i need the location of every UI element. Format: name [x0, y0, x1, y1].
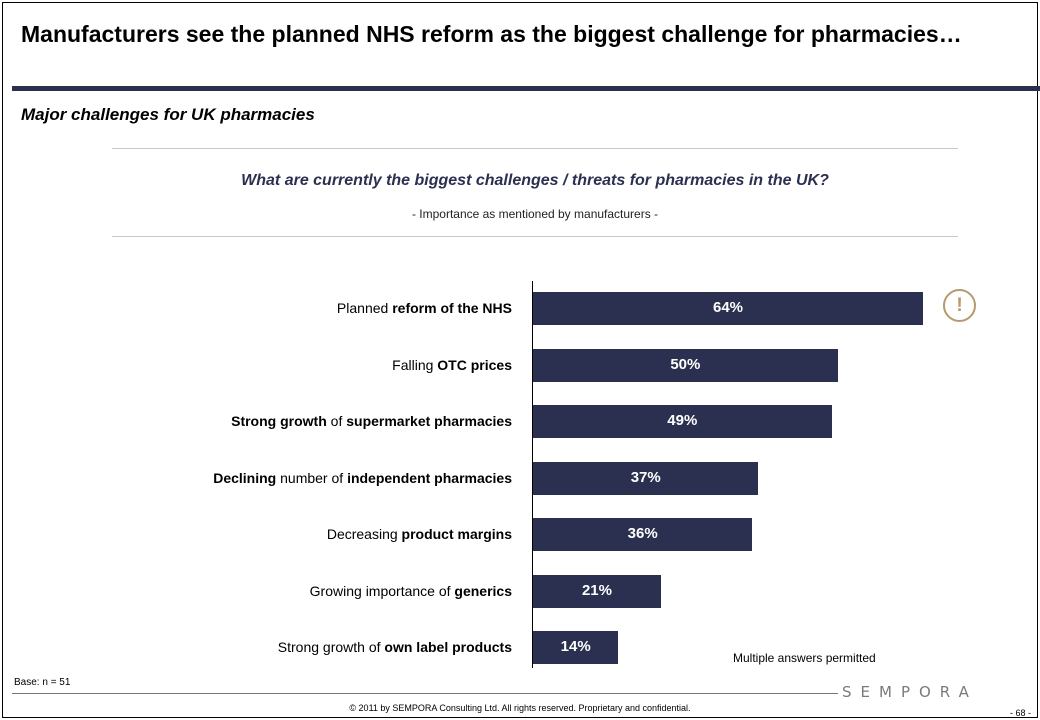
page-number: - 68 -	[1010, 708, 1032, 718]
category-label-part: own label products	[384, 639, 512, 655]
category-label-part: reform of the NHS	[392, 300, 512, 316]
bar	[533, 461, 759, 495]
company-logo: SEMPORA	[842, 683, 978, 701]
bar	[533, 518, 753, 551]
bar	[533, 631, 619, 664]
bar-value-label: 21%	[581, 581, 612, 599]
footer-divider	[12, 693, 838, 694]
category-label: Planned reform of the NHS	[337, 300, 512, 316]
category-label: Strong growth of supermarket pharmacies	[231, 413, 512, 429]
chart-axis	[532, 281, 533, 668]
category-label: Declining number of independent pharmaci…	[213, 470, 512, 486]
bar	[533, 292, 923, 325]
chart-title: What are currently the biggest challenge…	[241, 172, 829, 189]
category-label-part: independent pharmacies	[347, 469, 512, 486]
bar-value-label: 14%	[560, 638, 591, 655]
category-label: Growing importance of generics	[310, 583, 512, 599]
question-top-divider	[112, 148, 958, 149]
category-label-part: Falling	[392, 356, 438, 373]
question-bottom-divider	[112, 236, 958, 237]
bar-value-label: 37%	[630, 468, 661, 486]
category-label-part: Declining	[213, 469, 277, 486]
title-divider	[12, 86, 1040, 91]
category-label-part: number of	[276, 469, 348, 486]
bar	[533, 348, 838, 382]
category-label-part: generics	[454, 582, 512, 599]
category-label-part: Growing importance of	[309, 582, 455, 599]
slide-title: Manufacturers see the planned NHS reform…	[21, 21, 962, 47]
base-note: Base: n = 51	[14, 677, 71, 688]
category-label-part: Strong growth	[231, 413, 327, 429]
category-label: Decreasing product margins	[327, 526, 512, 542]
bar	[533, 405, 832, 438]
bar-value-label: 50%	[670, 355, 701, 373]
exclamation-circle-icon: !	[943, 289, 976, 322]
category-label-part: Decreasing	[326, 526, 402, 542]
category-label-part: OTC prices	[437, 356, 512, 373]
chart-note: Multiple answers permitted	[733, 651, 876, 665]
category-label-part: product margins	[401, 526, 512, 542]
category-label-part: of	[326, 413, 347, 429]
bar-value-label: 64%	[712, 299, 744, 316]
category-label-part: Planned	[336, 300, 393, 316]
slide-subtitle: Major challenges for UK pharmacies	[21, 105, 315, 124]
category-label: Strong growth of own label products	[278, 639, 512, 655]
bar-value-label: 36%	[627, 525, 658, 542]
category-label-part: Strong growth of	[277, 639, 385, 655]
bar-value-label: 49%	[667, 412, 698, 429]
category-label: Falling OTC prices	[392, 357, 512, 373]
bar	[533, 574, 661, 608]
chart-subtitle: - Importance as mentioned by manufacture…	[411, 207, 659, 221]
copyright: © 2011 by SEMPORA Consulting Ltd. All ri…	[349, 703, 691, 713]
category-label-part: supermarket pharmacies	[346, 413, 512, 429]
